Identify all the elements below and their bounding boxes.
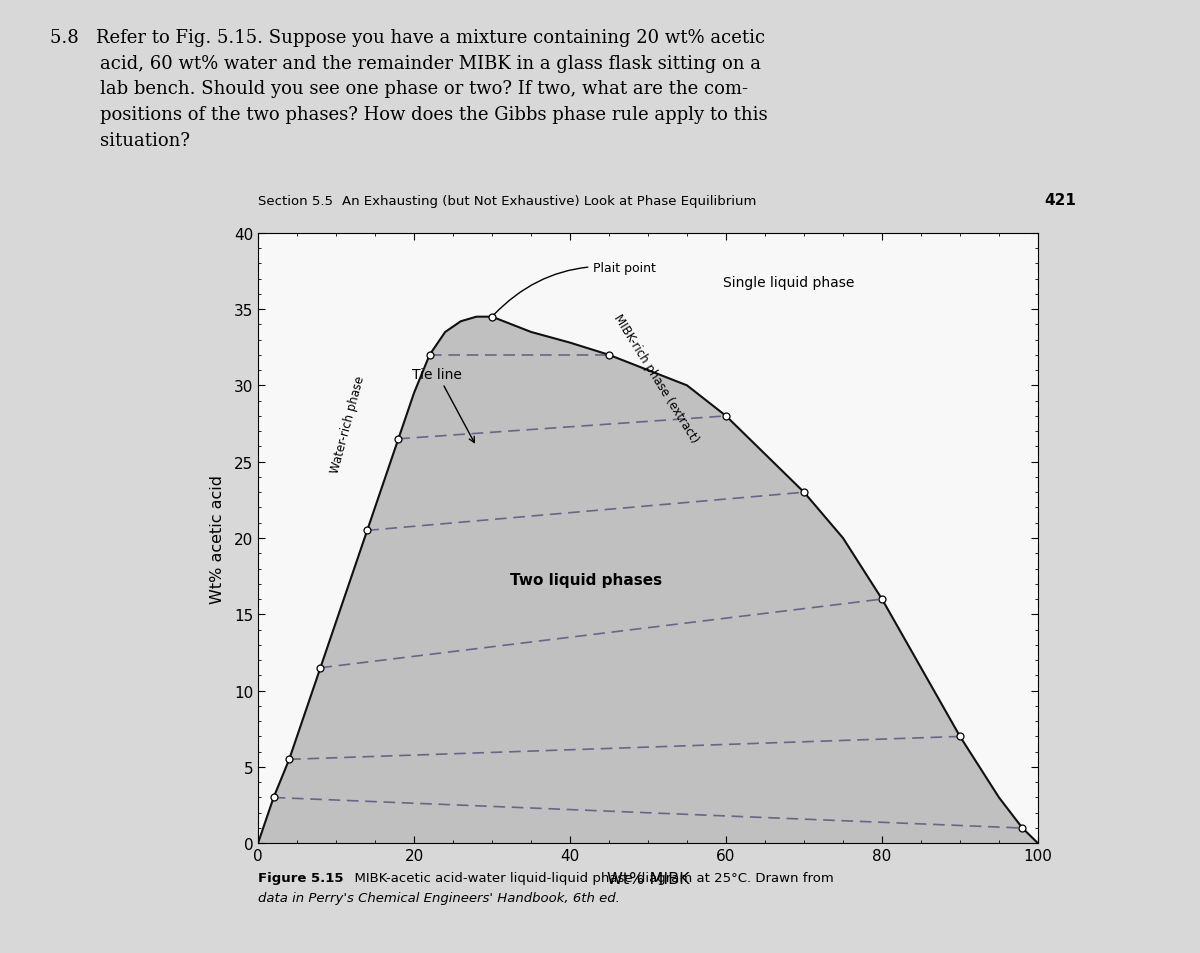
- Text: Figure 5.15: Figure 5.15: [258, 872, 343, 884]
- Text: 421: 421: [1044, 193, 1076, 208]
- Text: MIBK-acetic acid-water liquid-liquid phase diagram at 25°C. Drawn from: MIBK-acetic acid-water liquid-liquid pha…: [346, 872, 833, 884]
- Text: Two liquid phases: Two liquid phases: [510, 572, 661, 587]
- Text: data in Perry's Chemical Engineers' Handbook, 6th ed.: data in Perry's Chemical Engineers' Hand…: [258, 891, 620, 903]
- Polygon shape: [258, 317, 1038, 843]
- X-axis label: Wt% MIBK: Wt% MIBK: [607, 872, 689, 886]
- Text: 5.8   Refer to Fig. 5.15. Suppose you have a mixture containing 20 wt% acetic: 5.8 Refer to Fig. 5.15. Suppose you have…: [50, 29, 766, 47]
- Text: Plait point: Plait point: [494, 262, 656, 315]
- Text: acid, 60 wt% water and the remainder MIBK in a glass flask sitting on a: acid, 60 wt% water and the remainder MIB…: [100, 54, 761, 72]
- Text: positions of the two phases? How does the Gibbs phase rule apply to this: positions of the two phases? How does th…: [100, 106, 767, 124]
- Text: Section 5.5: Section 5.5: [258, 195, 334, 208]
- Text: Tie line: Tie line: [413, 367, 474, 443]
- Text: lab bench. Should you see one phase or two? If two, what are the com-: lab bench. Should you see one phase or t…: [100, 80, 748, 98]
- Text: Water-rich phase: Water-rich phase: [329, 374, 367, 475]
- Text: An Exhausting (but Not Exhaustive) Look at Phase Equilibrium: An Exhausting (but Not Exhaustive) Look …: [342, 195, 756, 208]
- Y-axis label: Wt% acetic acid: Wt% acetic acid: [210, 474, 226, 603]
- Text: situation?: situation?: [100, 132, 190, 150]
- Text: MIBK-rich phase (extract): MIBK-rich phase (extract): [611, 312, 701, 445]
- Text: Single liquid phase: Single liquid phase: [722, 275, 854, 290]
